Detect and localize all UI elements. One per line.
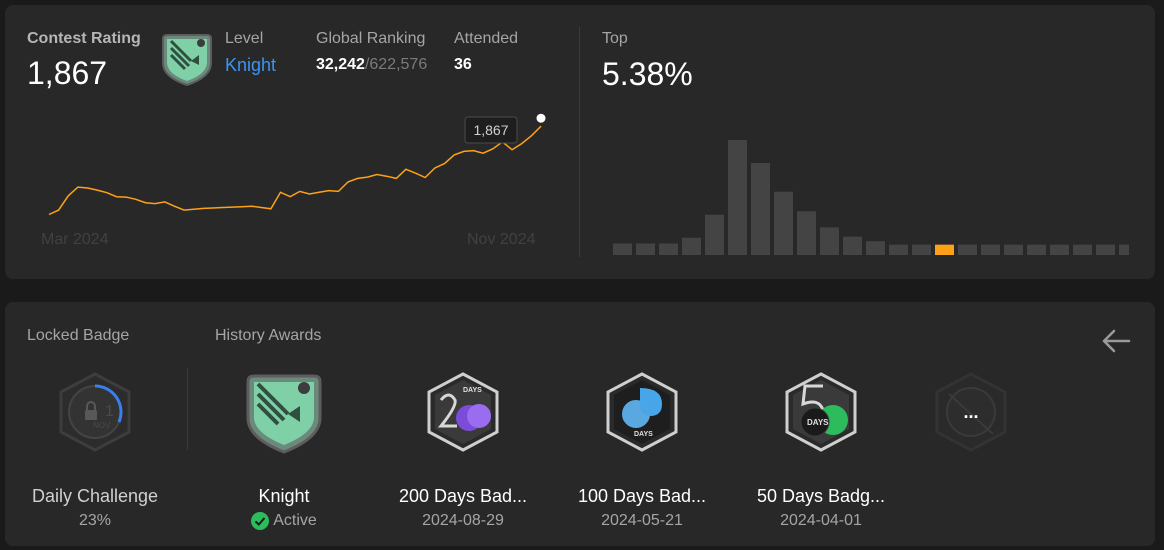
rating-series-line xyxy=(48,125,542,216)
badge-name: Knight xyxy=(258,486,310,506)
daily-challenge-badge-month: NOV xyxy=(93,421,111,430)
histogram-bar[interactable] xyxy=(659,243,678,256)
histogram-bar[interactable] xyxy=(866,241,885,255)
current-rating-point[interactable] xyxy=(536,113,546,123)
histogram-bar[interactable] xyxy=(774,191,793,255)
histogram-bar[interactable] xyxy=(1096,244,1115,255)
histogram-bar[interactable] xyxy=(1050,244,1069,255)
contest-rating-label: Contest Rating xyxy=(27,30,141,47)
top-percent-label: Top xyxy=(602,30,628,47)
ranking-distribution-chart[interactable] xyxy=(605,125,1129,255)
100-days-badge-text: DAYS xyxy=(634,431,653,438)
locked-badge-daily-challenge[interactable]: 1 NOV Daily Challenge 23% xyxy=(5,370,185,530)
histogram-bar[interactable] xyxy=(889,244,908,255)
histogram-bar[interactable] xyxy=(981,244,1000,255)
more-awards-button[interactable]: ... xyxy=(881,370,1061,454)
200-days-badge-icon: DAYS xyxy=(427,372,499,452)
histogram-bar[interactable] xyxy=(728,140,747,255)
badge-date: 2024-04-01 xyxy=(780,512,862,529)
badge-name: Daily Challenge xyxy=(31,486,159,506)
award-knight[interactable]: Knight Active xyxy=(194,370,374,535)
attended-value: 36 xyxy=(454,56,472,73)
histogram-bar[interactable] xyxy=(636,243,655,256)
attended-label: Attended xyxy=(454,30,519,47)
badge-progress: 23% xyxy=(78,512,112,529)
badge-divider xyxy=(187,368,188,450)
badge-status: Active xyxy=(194,512,374,535)
histogram-bar[interactable] xyxy=(843,236,862,255)
x-tick-label-start: Mar 2024 xyxy=(41,231,109,248)
more-awards-icon: ... xyxy=(935,372,1007,452)
badge-name: 100 Days Bad... xyxy=(577,486,707,506)
tooltip-value: 1,867 xyxy=(473,122,508,138)
level-value[interactable]: Knight xyxy=(225,55,277,75)
ranking-total: /622,576 xyxy=(364,56,428,73)
history-awards-label: History Awards xyxy=(215,327,322,344)
histogram-bar[interactable] xyxy=(1073,244,1092,255)
more-ellipsis: ... xyxy=(963,402,978,422)
histogram-bar[interactable] xyxy=(958,244,977,255)
rating-tooltip: 1,867 xyxy=(464,116,518,144)
knight-badge-icon xyxy=(162,34,212,87)
histogram-bar[interactable] xyxy=(1004,244,1023,255)
knight-award-icon xyxy=(246,374,322,454)
histogram-bar[interactable] xyxy=(820,227,839,255)
ranking-position: 32,242 xyxy=(316,56,365,73)
x-tick-label-end: Nov 2024 xyxy=(467,231,536,248)
daily-challenge-badge-icon: 1 NOV xyxy=(59,372,131,452)
200-days-badge-text: DAYS xyxy=(463,387,482,394)
badge-date: 2024-08-29 xyxy=(422,512,504,529)
badge-status-text: Active xyxy=(273,512,317,529)
top-percent-value: 5.38% xyxy=(602,56,693,92)
histogram-bar-current[interactable] xyxy=(935,244,954,255)
back-arrow-icon[interactable] xyxy=(1099,324,1133,358)
100-days-badge-icon: DAYS xyxy=(606,372,678,452)
locked-badge-label: Locked Badge xyxy=(27,327,130,344)
global-ranking-value: 32,242/622,576 xyxy=(316,56,427,74)
level-label: Level xyxy=(225,30,264,47)
global-ranking-label: Global Ranking xyxy=(316,30,426,47)
histogram-bar[interactable] xyxy=(751,163,770,255)
award-50-days[interactable]: DAYS 50 Days Badg... 2024-04-01 xyxy=(731,370,911,530)
rating-history-chart[interactable]: Mar 2024 Nov 2024 1,867 xyxy=(35,111,555,251)
daily-challenge-badge-day: 1 xyxy=(105,403,114,420)
section-divider xyxy=(579,27,580,257)
50-days-badge-icon: DAYS xyxy=(785,372,857,452)
histogram-bar[interactable] xyxy=(1119,244,1129,255)
award-200-days[interactable]: DAYS 200 Days Bad... 2024-08-29 xyxy=(373,370,553,530)
histogram-bar[interactable] xyxy=(912,244,931,255)
contest-rating-value: 1,867 xyxy=(27,55,108,91)
badges-card: Locked Badge History Awards 1 NOV Daily … xyxy=(5,302,1155,546)
histogram-bar[interactable] xyxy=(682,237,701,255)
badge-name: 50 Days Badg... xyxy=(756,486,886,506)
50-days-badge-text: DAYS xyxy=(807,418,829,427)
badge-date: 2024-05-21 xyxy=(601,512,683,529)
award-100-days[interactable]: DAYS 100 Days Bad... 2024-05-21 xyxy=(552,370,732,530)
histogram-bar[interactable] xyxy=(797,211,816,255)
histogram-bar[interactable] xyxy=(705,214,724,255)
histogram-bar[interactable] xyxy=(613,243,632,256)
contest-rating-card: Contest Rating 1,867 Level Knight Global… xyxy=(5,5,1155,279)
histogram-bar[interactable] xyxy=(1027,244,1046,255)
check-circle-icon xyxy=(251,512,270,530)
badge-name: 200 Days Bad... xyxy=(398,486,528,506)
